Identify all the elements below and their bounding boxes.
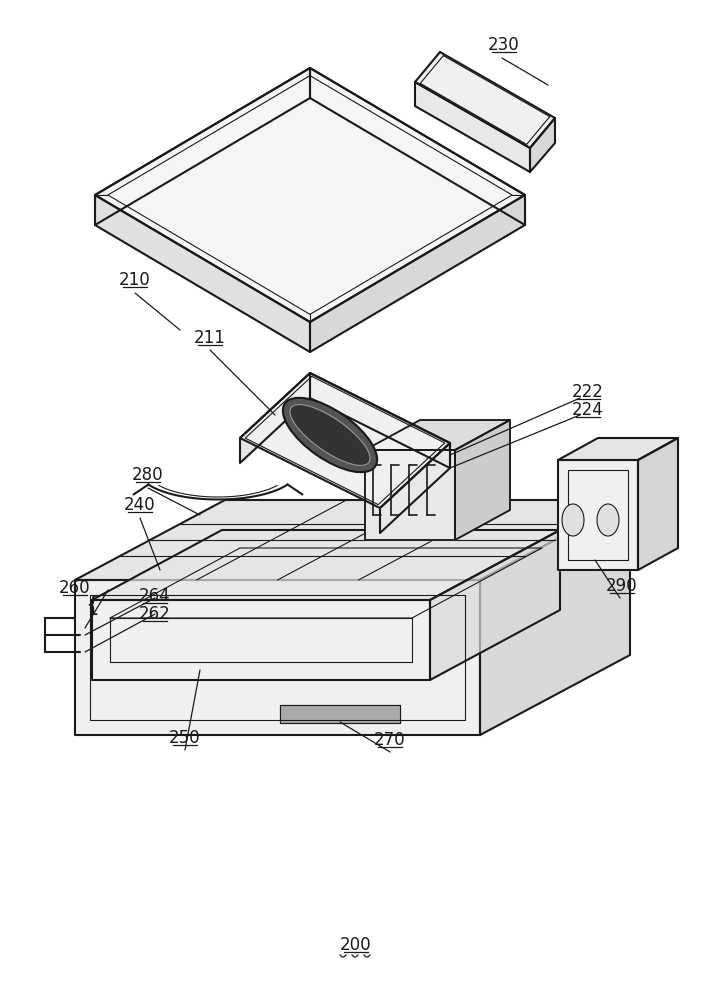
Polygon shape — [95, 68, 310, 225]
Polygon shape — [480, 500, 630, 735]
Polygon shape — [75, 500, 630, 580]
Text: 230: 230 — [488, 36, 520, 54]
Polygon shape — [380, 443, 450, 533]
Polygon shape — [95, 68, 525, 322]
Text: 264: 264 — [139, 587, 171, 605]
Polygon shape — [430, 530, 560, 680]
Polygon shape — [365, 420, 510, 450]
Polygon shape — [558, 438, 678, 460]
Text: 262: 262 — [139, 605, 171, 623]
Text: 270: 270 — [375, 731, 406, 749]
Ellipse shape — [290, 405, 370, 465]
Polygon shape — [92, 530, 560, 600]
Text: 290: 290 — [606, 577, 638, 595]
Ellipse shape — [283, 398, 377, 472]
Text: 250: 250 — [169, 729, 201, 747]
Polygon shape — [365, 450, 455, 540]
Polygon shape — [310, 373, 450, 468]
Text: {: { — [85, 595, 99, 615]
Polygon shape — [75, 580, 480, 735]
Polygon shape — [415, 52, 555, 148]
Polygon shape — [310, 68, 525, 225]
Ellipse shape — [597, 504, 619, 536]
Polygon shape — [240, 373, 450, 508]
Text: 280: 280 — [132, 466, 164, 484]
Polygon shape — [638, 438, 678, 570]
Text: 211: 211 — [194, 329, 226, 347]
Text: 210: 210 — [119, 271, 151, 289]
Text: 240: 240 — [124, 496, 156, 514]
Polygon shape — [455, 420, 510, 540]
Text: 200: 200 — [340, 936, 372, 954]
Polygon shape — [95, 195, 310, 352]
Polygon shape — [92, 600, 430, 680]
Text: 224: 224 — [572, 401, 604, 419]
Polygon shape — [280, 705, 400, 723]
Text: 222: 222 — [572, 383, 604, 401]
Polygon shape — [530, 118, 555, 172]
Text: 260: 260 — [59, 579, 91, 597]
Polygon shape — [558, 460, 638, 570]
Polygon shape — [310, 195, 525, 352]
Polygon shape — [240, 373, 310, 463]
Polygon shape — [415, 82, 530, 172]
Ellipse shape — [562, 504, 584, 536]
